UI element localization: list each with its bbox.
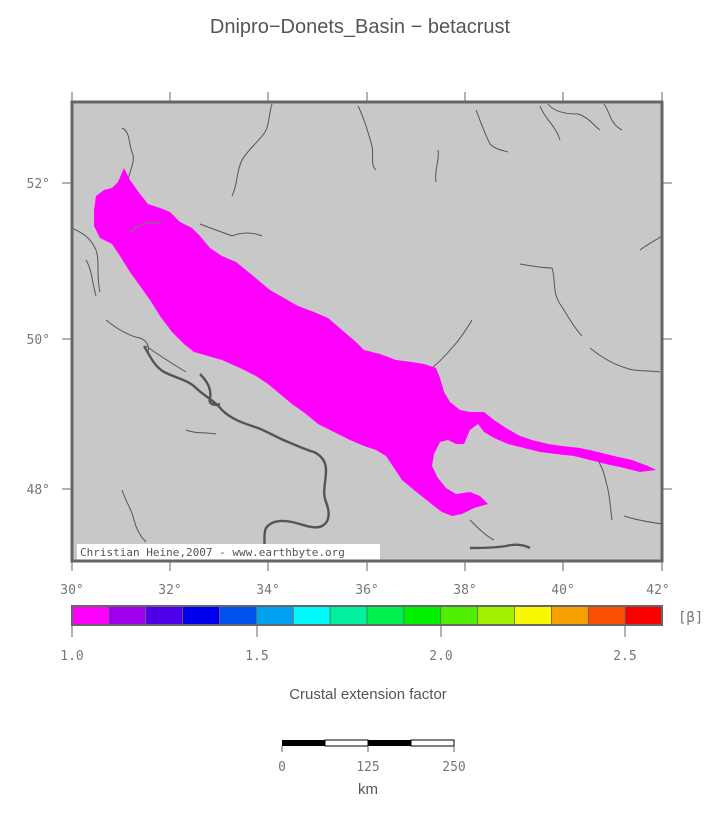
lat-labels: 52° 50° 48° (27, 177, 50, 498)
lon-label: 40° (551, 583, 574, 598)
scalebar: 0 125 250 (278, 739, 466, 775)
scalebar-segment (410, 739, 455, 747)
colorbar-cell (71, 605, 110, 626)
lon-label: 32° (158, 583, 181, 598)
colorbar-cell (550, 605, 590, 626)
colorbar-cell (403, 605, 442, 626)
lat-label: 50° (27, 333, 50, 348)
credit-box (77, 544, 380, 560)
colorbar-cell (366, 605, 405, 626)
colorbar-tick-label: 2.5 (613, 649, 636, 664)
lon-label: 42° (646, 583, 669, 598)
scalebar-segment (282, 740, 325, 746)
map-background (72, 102, 662, 561)
colorbar-title: Crustal extension factor (289, 686, 447, 703)
scalebar-segment (324, 739, 369, 747)
scalebar-segment (368, 740, 411, 746)
colorbar-cell (329, 605, 368, 626)
colorbar-border (71, 605, 663, 626)
colorbar-unit: [β] (678, 610, 703, 626)
colorbar-cell (587, 605, 627, 626)
lon-label: 38° (453, 583, 476, 598)
lon-label: 36° (355, 583, 378, 598)
lon-label: 34° (256, 583, 279, 598)
scalebar-label: 0 (278, 760, 286, 775)
colorbar: [β] 1.0 1.5 2.0 2.5 (60, 605, 703, 664)
scalebar-label: 250 (442, 760, 465, 775)
colorbar-tick-label: 1.0 (60, 649, 83, 664)
scalebar-unit: km (358, 781, 378, 798)
lat-label: 52° (27, 177, 50, 192)
lat-label: 48° (27, 483, 50, 498)
colorbar-cell (145, 605, 184, 626)
colorbar-cell (477, 605, 516, 626)
scalebar-label: 125 (356, 760, 379, 775)
colorbar-cell (219, 605, 258, 626)
colorbar-cells (71, 605, 663, 626)
colorbar-cell (440, 605, 479, 626)
lon-labels: 30° 32° 34° 36° 38° 40° 42° (60, 583, 669, 598)
colorbar-tick-label: 2.0 (429, 649, 452, 664)
colorbar-tick-labels: 1.0 1.5 2.0 2.5 (60, 649, 636, 664)
colorbar-cell (255, 605, 295, 626)
basin-region (94, 168, 656, 516)
map-title: Dnipro−Donets_Basin − betacrust (209, 16, 511, 38)
colorbar-ticks (71, 625, 626, 637)
colorbar-cell (624, 605, 663, 626)
colorbar-tick-label: 1.5 (245, 649, 268, 664)
colorbar-cell (514, 605, 553, 626)
lon-label: 30° (60, 583, 83, 598)
credit-text: Christian Heine,2007 - www.earthbyte.org (80, 546, 345, 559)
colorbar-cell (292, 605, 332, 626)
major-river (142, 345, 531, 557)
colorbar-cell (108, 605, 147, 626)
map-panel: Christian Heine,2007 - www.earthbyte.org (70, 100, 664, 563)
colorbar-cell (182, 605, 221, 626)
map-ticks (62, 92, 672, 571)
